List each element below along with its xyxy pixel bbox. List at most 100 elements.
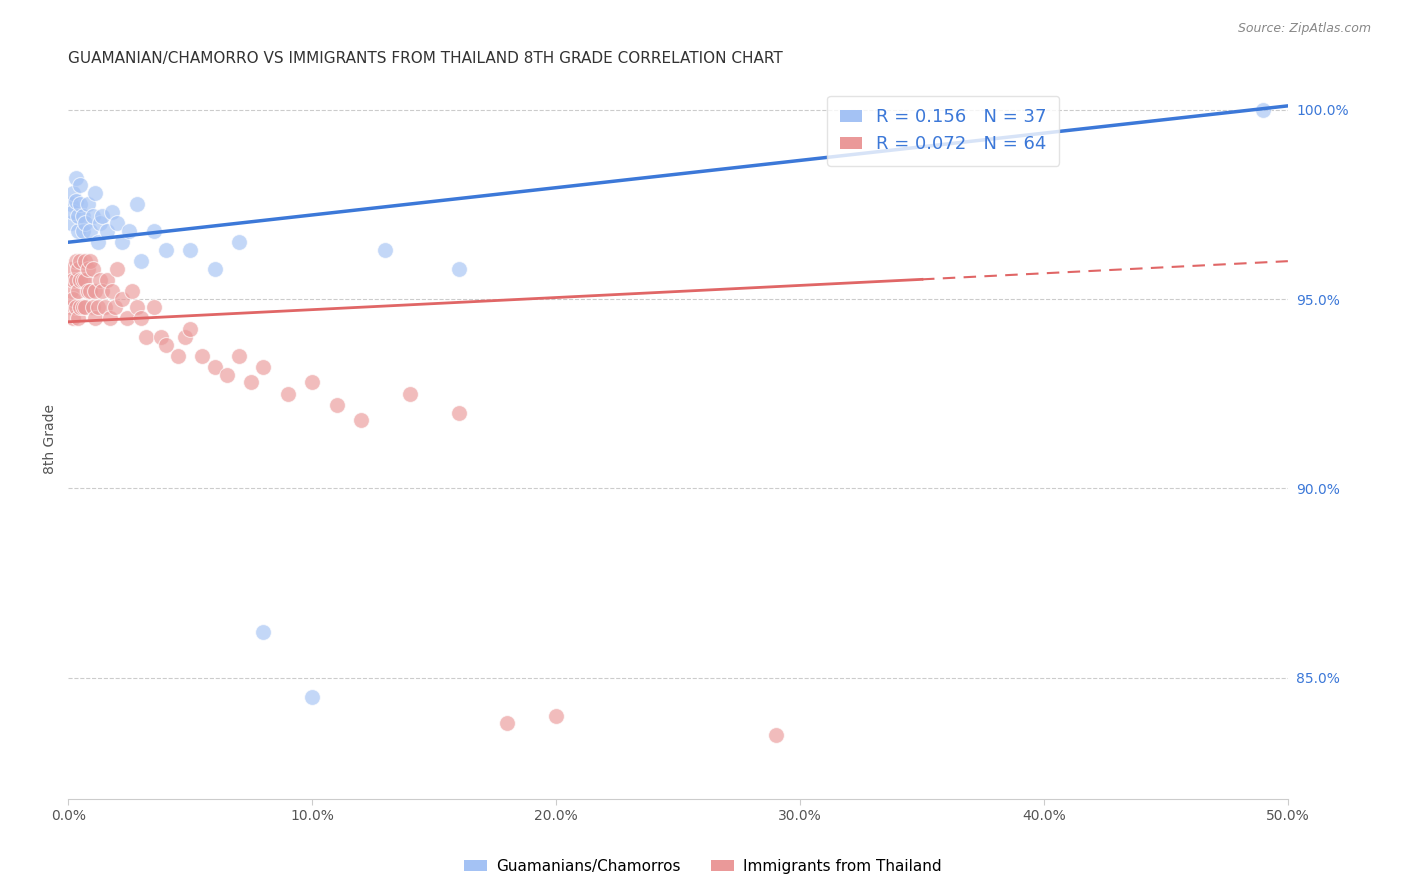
Point — [350, 413, 373, 427]
Point — [65, 170, 87, 185]
Point — [98, 310, 121, 325]
Point — [69, 254, 91, 268]
Point — [204, 360, 226, 375]
Point — [65, 273, 87, 287]
Point — [228, 235, 250, 250]
Point — [62, 310, 84, 325]
Point — [69, 197, 91, 211]
Point — [94, 300, 117, 314]
Point — [135, 330, 157, 344]
Point — [66, 310, 89, 325]
Point — [62, 186, 84, 200]
Point — [66, 224, 89, 238]
Point — [155, 243, 177, 257]
Point — [142, 224, 165, 238]
Text: GUAMANIAN/CHAMORRO VS IMMIGRANTS FROM THAILAND 8TH GRADE CORRELATION CHART: GUAMANIAN/CHAMORRO VS IMMIGRANTS FROM TH… — [69, 51, 783, 66]
Point — [72, 273, 94, 287]
Point — [62, 273, 84, 287]
Point — [111, 235, 134, 250]
Point — [59, 285, 82, 299]
Point — [82, 209, 104, 223]
Point — [75, 273, 97, 287]
Point — [252, 360, 274, 375]
Point — [101, 205, 124, 219]
Point — [76, 261, 98, 276]
Point — [179, 243, 201, 257]
Point — [66, 209, 89, 223]
Point — [86, 300, 108, 314]
Point — [82, 300, 104, 314]
Point — [79, 285, 101, 299]
Point — [72, 224, 94, 238]
Point — [72, 300, 94, 314]
Point — [155, 337, 177, 351]
Point — [215, 368, 238, 382]
Point — [65, 254, 87, 268]
Point — [496, 716, 519, 731]
Point — [66, 261, 89, 276]
Point — [447, 261, 470, 276]
Point — [1253, 103, 1275, 117]
Point — [59, 197, 82, 211]
Point — [96, 273, 118, 287]
Text: Source: ZipAtlas.com: Source: ZipAtlas.com — [1237, 22, 1371, 36]
Point — [62, 292, 84, 306]
Point — [59, 261, 82, 276]
Point — [398, 386, 420, 401]
Point — [447, 406, 470, 420]
Point — [167, 349, 190, 363]
Point — [79, 254, 101, 268]
Point — [125, 300, 148, 314]
Point — [66, 285, 89, 299]
Point — [72, 209, 94, 223]
Point — [121, 285, 143, 299]
Point — [115, 310, 138, 325]
Point — [59, 216, 82, 230]
Point — [325, 398, 347, 412]
Point — [277, 386, 299, 401]
Point — [252, 625, 274, 640]
Point — [86, 235, 108, 250]
Point — [149, 330, 172, 344]
Point — [101, 285, 124, 299]
Point — [96, 224, 118, 238]
Point — [111, 292, 134, 306]
Point — [118, 224, 141, 238]
Point — [69, 300, 91, 314]
Point — [131, 254, 153, 268]
Point — [204, 261, 226, 276]
Point — [191, 349, 214, 363]
Point — [79, 224, 101, 238]
Point — [179, 322, 201, 336]
Point — [75, 300, 97, 314]
Point — [374, 243, 396, 257]
Point — [125, 197, 148, 211]
Point — [84, 186, 107, 200]
Point — [69, 178, 91, 193]
Point — [76, 285, 98, 299]
Point — [65, 300, 87, 314]
Point — [59, 300, 82, 314]
Point — [82, 261, 104, 276]
Point — [105, 216, 128, 230]
Point — [765, 728, 787, 742]
Point — [91, 209, 114, 223]
Legend: Guamanians/Chamorros, Immigrants from Thailand: Guamanians/Chamorros, Immigrants from Th… — [458, 853, 948, 880]
Point — [89, 216, 111, 230]
Point — [76, 197, 98, 211]
Point — [89, 273, 111, 287]
Point — [131, 310, 153, 325]
Point — [142, 300, 165, 314]
Point — [84, 285, 107, 299]
Point — [69, 273, 91, 287]
Point — [228, 349, 250, 363]
Point — [546, 708, 568, 723]
Point — [103, 300, 125, 314]
Y-axis label: 8th Grade: 8th Grade — [44, 404, 58, 475]
Point — [75, 254, 97, 268]
Point — [91, 285, 114, 299]
Legend: R = 0.156   N = 37, R = 0.072   N = 64: R = 0.156 N = 37, R = 0.072 N = 64 — [827, 95, 1059, 166]
Point — [65, 194, 87, 208]
Point — [75, 216, 97, 230]
Point — [174, 330, 197, 344]
